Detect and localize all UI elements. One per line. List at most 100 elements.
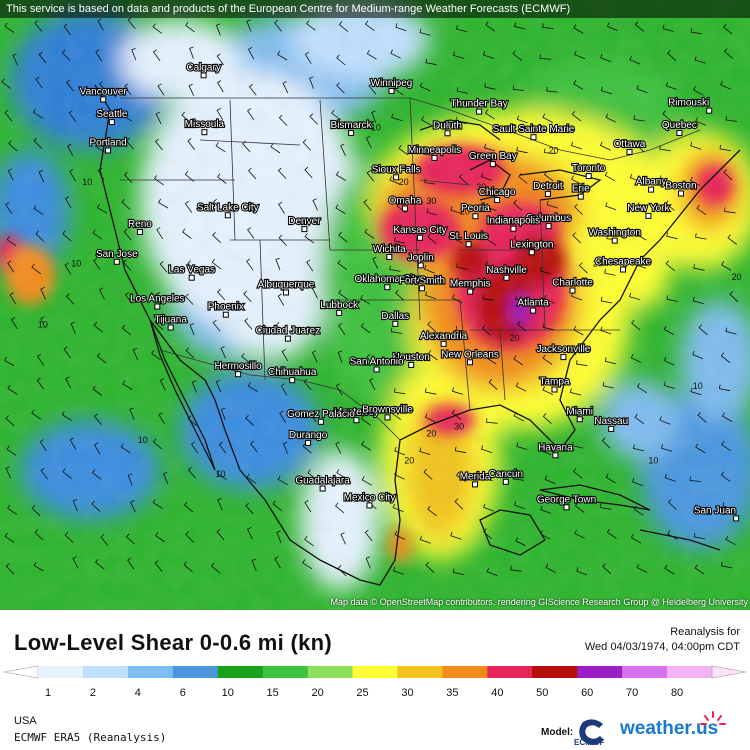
city-marker[interactable]: Nassau xyxy=(593,415,629,432)
city-marker[interactable]: Albuquerque xyxy=(257,278,316,296)
city-dot xyxy=(188,274,195,281)
city-marker[interactable]: Tampa xyxy=(538,375,571,393)
city-marker[interactable]: Albany xyxy=(635,176,667,193)
city-marker[interactable]: Toronto xyxy=(571,162,607,179)
city-marker[interactable]: Vancouver xyxy=(79,85,128,103)
city-marker[interactable]: Wichita xyxy=(372,243,407,260)
city-marker[interactable]: Fort Smith xyxy=(398,274,446,292)
city-marker[interactable]: Sioux Falls xyxy=(371,163,422,181)
wind-barb xyxy=(455,116,467,125)
city-marker[interactable]: Memphis xyxy=(449,278,492,295)
city-marker[interactable]: Dallas xyxy=(380,310,410,327)
city-marker[interactable]: Las Vegas xyxy=(167,264,216,281)
city-marker[interactable]: Houston xyxy=(391,351,431,368)
city-marker[interactable]: Lexington xyxy=(509,238,555,256)
city-marker[interactable]: Missoula xyxy=(184,118,226,136)
wind-barb xyxy=(4,356,15,367)
city-marker[interactable]: Green Bay xyxy=(468,150,518,168)
wind-barb xyxy=(605,473,616,484)
city-marker[interactable]: St. Louis xyxy=(448,230,489,248)
weather-map[interactable]: 20 20 30 20 30 20 20 20 20 30 20 10 10 10 10 10 20 10 10 10… xyxy=(0,0,750,610)
city-marker[interactable]: Salt Lake City xyxy=(196,201,260,219)
city-marker[interactable]: Cancún xyxy=(487,468,524,485)
city-name: Chesapeake xyxy=(595,257,652,268)
city-marker[interactable]: San Juan xyxy=(693,504,740,522)
city-marker[interactable]: Quebec xyxy=(661,119,698,136)
city-marker[interactable]: Durango xyxy=(288,429,329,446)
wind-barb xyxy=(120,443,131,454)
city-marker[interactable]: Sault Sainte Marie xyxy=(492,123,576,141)
city-marker[interactable]: New York xyxy=(626,202,672,219)
wind-barb xyxy=(542,23,554,30)
city-dot xyxy=(551,386,558,393)
city-marker[interactable]: Boston xyxy=(664,179,698,197)
city-marker[interactable]: Portland xyxy=(88,136,128,154)
wind-barb xyxy=(127,473,133,486)
city-marker[interactable]: Ottawa xyxy=(613,138,647,155)
city-marker[interactable]: Duluth xyxy=(432,119,463,137)
city-marker[interactable]: Erie xyxy=(571,183,591,200)
city-marker[interactable]: George Town xyxy=(536,493,597,511)
city-marker[interactable]: Columbus xyxy=(525,212,572,230)
scale-swatch xyxy=(352,666,398,678)
city-marker[interactable]: Indianapolis xyxy=(486,215,541,232)
city-marker[interactable]: Ciudad Juarez xyxy=(255,325,321,342)
city-marker[interactable]: Washington xyxy=(587,227,642,244)
wind-barb xyxy=(306,20,316,31)
city-marker[interactable]: Thunder Bay xyxy=(449,97,509,115)
city-marker[interactable]: Calgary xyxy=(185,61,222,79)
city-marker[interactable]: New Orleans xyxy=(440,348,500,366)
city-marker[interactable]: Chesapeake xyxy=(594,255,653,273)
city-marker[interactable]: Oklahoma City xyxy=(353,273,421,291)
city-marker[interactable]: Minneapolis xyxy=(407,144,462,161)
city-marker[interactable]: Tijuana xyxy=(153,313,188,331)
wind-barb xyxy=(663,325,674,335)
city-marker[interactable]: San Antonio xyxy=(349,355,405,373)
city-marker[interactable]: Los Angeles xyxy=(129,292,186,310)
wind-barb xyxy=(692,296,704,305)
city-marker[interactable]: Charlotte xyxy=(551,276,594,294)
city-marker[interactable]: Chihuahua xyxy=(267,366,318,384)
wind-barb xyxy=(302,139,311,151)
city-marker[interactable]: Reno xyxy=(127,218,153,235)
weather-us-logo[interactable]: weather.us xyxy=(620,718,719,739)
city-marker[interactable]: Denver xyxy=(287,215,322,233)
city-marker[interactable]: Mexico City xyxy=(343,491,396,509)
contour-label: 10 xyxy=(82,177,92,187)
city-marker[interactable]: Merida xyxy=(459,470,492,488)
city-marker[interactable]: Kansas City xyxy=(392,224,448,241)
city-marker[interactable]: Atlanta xyxy=(516,297,550,314)
city-marker[interactable]: San Jose xyxy=(95,248,139,265)
contour-label: 30 xyxy=(454,422,464,432)
city-dot xyxy=(384,284,391,291)
attribution-bottom: Map data © OpenStreetMap contributors, r… xyxy=(330,597,748,607)
city-marker[interactable]: Monterrey xyxy=(333,406,380,424)
city-marker[interactable]: Havana xyxy=(537,441,574,459)
city-marker[interactable]: Guadalajara xyxy=(294,474,351,492)
city-marker[interactable]: Rimouski xyxy=(667,97,713,114)
city-marker[interactable]: Jacksonville xyxy=(535,343,592,361)
city-marker[interactable]: Hermosillo xyxy=(213,360,263,378)
city-marker[interactable]: Brownsville xyxy=(361,403,414,421)
city-marker[interactable]: Chicago xyxy=(478,186,517,203)
wind-barb xyxy=(69,168,76,182)
wind-barb xyxy=(93,257,101,270)
city-marker[interactable]: Peoria xyxy=(460,202,491,220)
wind-barb xyxy=(68,110,77,122)
city-marker[interactable]: Alexandria xyxy=(419,330,469,347)
wind-barb xyxy=(155,532,166,543)
city-marker[interactable]: Winnipeg xyxy=(370,77,413,94)
city-marker[interactable]: Lubbock xyxy=(319,299,360,316)
city-marker[interactable]: Joplin xyxy=(407,251,435,269)
city-marker[interactable]: Miami xyxy=(565,405,594,423)
city-marker[interactable]: Bismarck xyxy=(329,119,374,136)
city-marker[interactable]: Gomez Palacio xyxy=(286,408,356,425)
wind-barb xyxy=(277,167,287,179)
city-marker[interactable]: Seattle xyxy=(95,108,129,126)
city-marker[interactable]: Detroit xyxy=(532,180,564,197)
city-marker[interactable]: Omaha xyxy=(388,194,423,212)
city-marker[interactable]: Nashville xyxy=(485,264,528,281)
city-marker[interactable]: Phoenix xyxy=(207,301,245,318)
wind-barb xyxy=(96,352,107,364)
wind-barb xyxy=(162,471,169,485)
